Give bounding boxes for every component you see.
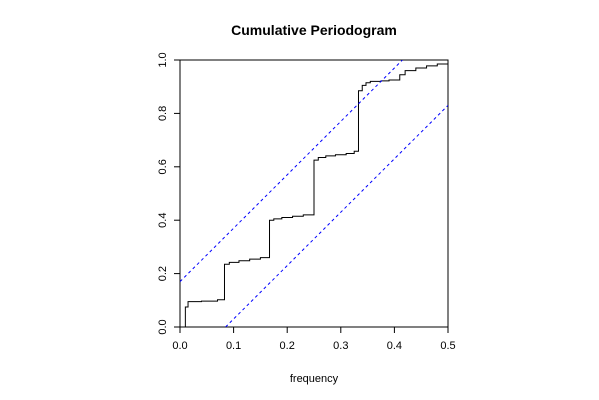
x-tick-label: 0.0 (172, 340, 187, 352)
x-tick-label: 0.5 (440, 340, 455, 352)
x-axis: 0.0 0.1 0.2 0.3 0.4 0.5 (172, 327, 456, 352)
x-axis-label: frequency (290, 373, 339, 385)
y-tick-label: 0.4 (157, 213, 169, 228)
confidence-band-line (180, 60, 403, 282)
y-axis: 0.0 0.2 0.4 0.6 0.8 1.0 (157, 52, 180, 335)
y-tick-label: 0.6 (157, 159, 169, 174)
x-tick-label: 0.2 (280, 340, 295, 352)
y-tick-label: 1.0 (157, 52, 169, 67)
chart-title: Cumulative Periodogram (231, 22, 397, 38)
y-tick-label: 0.0 (157, 319, 169, 334)
series-layer (180, 60, 448, 327)
y-tick-label: 0.8 (157, 106, 169, 121)
x-tick-label: 0.1 (226, 340, 241, 352)
plot-frame (179, 59, 449, 328)
x-tick-label: 0.4 (387, 340, 402, 352)
confidence-band-line (225, 105, 448, 327)
x-tick-label: 0.3 (333, 340, 348, 352)
y-tick-label: 0.2 (157, 266, 169, 281)
cumulative-periodogram-line (180, 63, 448, 327)
